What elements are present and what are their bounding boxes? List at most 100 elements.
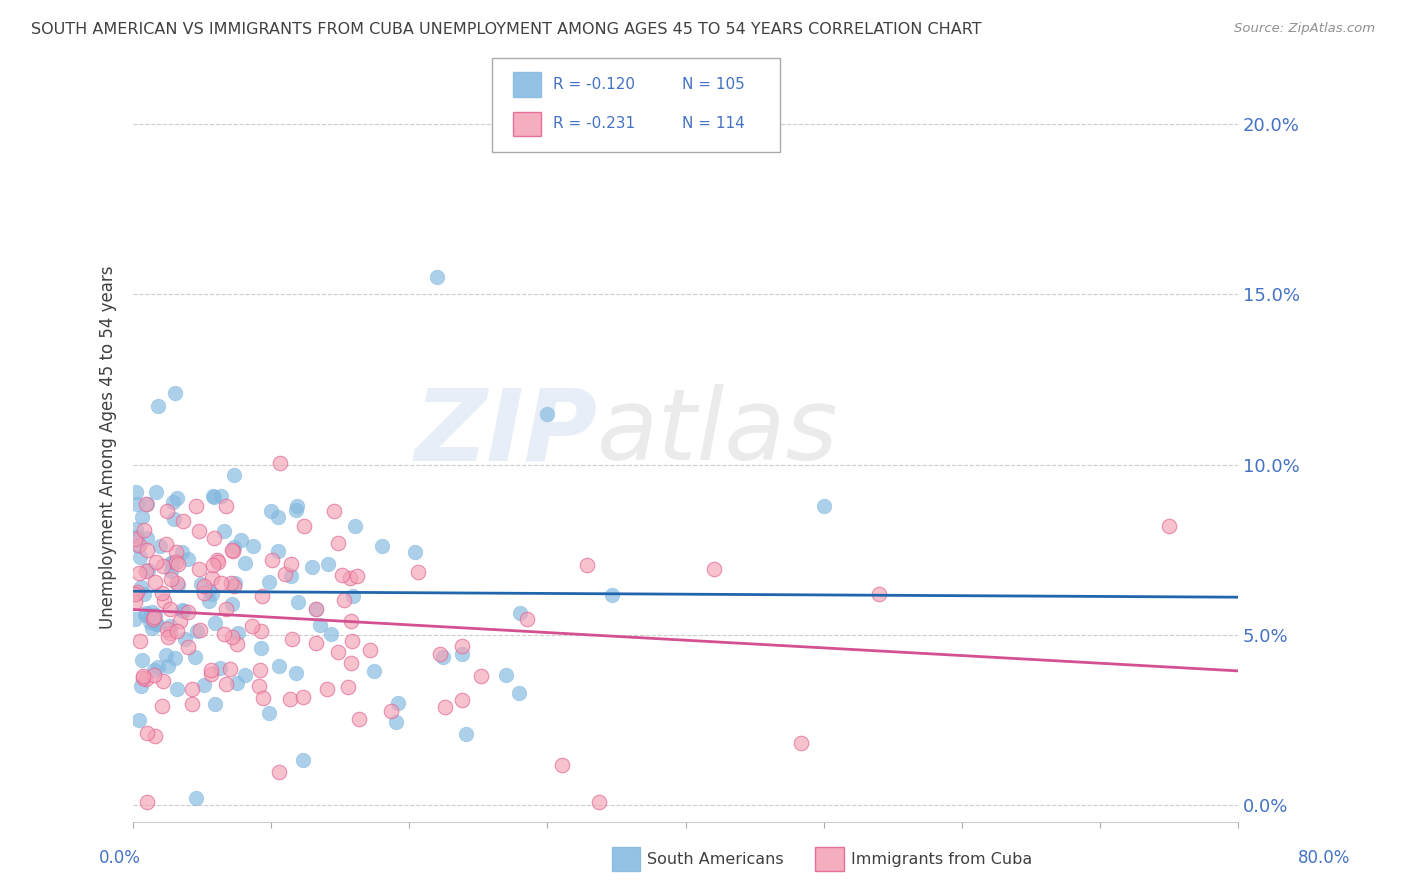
Point: [380, 705, 402, 719]
Point: [208, 661, 231, 675]
Point: [136, 497, 159, 511]
Point: [600, 588, 623, 602]
Point: [152, 673, 174, 688]
Point: [212, 627, 235, 641]
Point: [266, 510, 288, 524]
Point: [142, 612, 165, 626]
Point: [330, 567, 353, 582]
Text: Immigrants from Cuba: Immigrants from Cuba: [851, 853, 1032, 867]
Point: [322, 504, 344, 518]
Point: [233, 556, 256, 570]
Point: [155, 537, 177, 551]
Point: [173, 604, 195, 618]
Point: [193, 586, 215, 600]
Point: [225, 676, 247, 690]
Point: [146, 616, 169, 631]
Point: [155, 648, 177, 662]
Point: [143, 663, 166, 677]
Point: [181, 698, 204, 712]
Point: [124, 594, 146, 608]
Point: [135, 497, 157, 511]
Text: R = -0.231: R = -0.231: [553, 117, 634, 131]
Point: [337, 680, 360, 694]
Point: [166, 491, 188, 506]
Point: [188, 562, 211, 576]
Point: [224, 540, 246, 554]
Point: [163, 385, 186, 400]
Point: [292, 753, 315, 767]
Point: [198, 594, 221, 608]
Point: [150, 699, 173, 714]
Point: [131, 653, 153, 667]
Point: [509, 607, 531, 621]
Point: [316, 557, 339, 571]
Point: [127, 530, 149, 544]
Point: [387, 696, 409, 710]
Point: [136, 563, 159, 577]
Point: [508, 685, 530, 699]
Point: [143, 668, 166, 682]
Point: [124, 587, 146, 601]
Point: [316, 682, 339, 697]
Point: [359, 642, 381, 657]
Point: [132, 587, 155, 601]
Point: [143, 729, 166, 743]
Point: [305, 602, 328, 616]
Point: [150, 586, 173, 600]
Point: [145, 608, 167, 623]
Point: [167, 558, 190, 572]
Point: [451, 692, 474, 706]
Y-axis label: Unemployment Among Ages 45 to 54 years: Unemployment Among Ages 45 to 54 years: [100, 266, 117, 630]
Point: [165, 555, 187, 569]
Point: [145, 555, 167, 569]
Point: [301, 560, 323, 574]
Point: [159, 619, 181, 633]
Point: [160, 557, 183, 571]
Point: [790, 736, 813, 750]
Point: [450, 639, 472, 653]
Point: [813, 499, 835, 513]
Text: N = 105: N = 105: [682, 78, 745, 92]
Point: [305, 602, 328, 616]
Point: [309, 618, 332, 632]
Point: [285, 665, 308, 680]
Text: R = -0.120: R = -0.120: [553, 78, 634, 92]
Point: [200, 663, 222, 677]
Point: [450, 647, 472, 661]
Point: [160, 572, 183, 586]
Point: [339, 571, 361, 585]
Point: [177, 640, 200, 655]
Point: [202, 489, 225, 503]
Point: [139, 615, 162, 630]
Point: [202, 490, 225, 504]
Point: [1157, 519, 1180, 533]
Point: [215, 677, 238, 691]
Point: [152, 558, 174, 573]
Point: [454, 727, 477, 741]
Point: [136, 726, 159, 740]
Point: [174, 632, 197, 646]
Point: [703, 562, 725, 576]
Point: [166, 578, 188, 592]
Point: [157, 630, 180, 644]
Point: [127, 585, 149, 599]
Point: [326, 536, 349, 550]
Point: [404, 545, 426, 559]
Point: [177, 605, 200, 619]
Point: [432, 650, 454, 665]
Point: [145, 616, 167, 631]
Point: [226, 625, 249, 640]
Point: [347, 712, 370, 726]
Point: [190, 576, 212, 591]
Point: [170, 603, 193, 617]
Text: atlas: atlas: [598, 384, 839, 481]
Point: [344, 519, 367, 533]
Point: [166, 682, 188, 697]
Point: [221, 542, 243, 557]
Point: [159, 602, 181, 616]
Point: [215, 500, 238, 514]
Point: [132, 671, 155, 685]
Point: [124, 484, 146, 499]
Point: [426, 270, 449, 285]
Point: [156, 622, 179, 636]
